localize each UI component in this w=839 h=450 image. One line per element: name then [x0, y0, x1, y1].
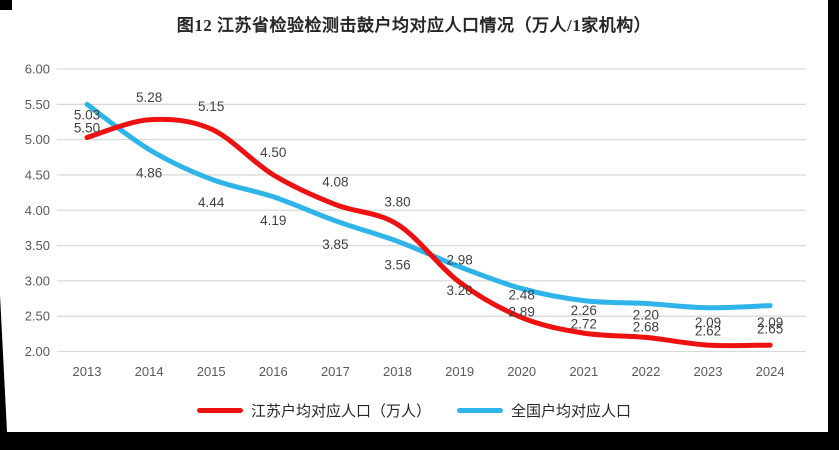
x-tick-label: 2015	[197, 364, 226, 379]
y-tick-label: 2.50	[25, 309, 50, 324]
data-label: 4.19	[260, 213, 286, 228]
legend-item: 全国户均对应人口	[457, 400, 631, 421]
gridlines	[57, 68, 806, 353]
data-label: 2.72	[571, 317, 597, 332]
data-label: 2.98	[446, 252, 472, 267]
y-tick-label: 6.00	[25, 62, 50, 77]
data-label: 4.86	[136, 166, 162, 181]
data-label: 2.09	[757, 315, 783, 330]
data-label: 4.44	[198, 195, 225, 210]
x-tick-label: 2017	[321, 364, 350, 379]
data-label: 2.65	[757, 322, 783, 337]
chart-legend: 江苏户均对应人口（万人） 全国户均对应人口	[0, 398, 828, 422]
legend-swatch	[457, 407, 503, 413]
chart-title: 图12 江苏省检验检测击鼓户均对应人口情况（万人/1家机构）	[176, 16, 652, 35]
legend-label: 全国户均对应人口	[511, 402, 632, 420]
data-label: 2.48	[509, 288, 535, 303]
data-label: 2.09	[695, 315, 721, 330]
data-labels: 5.03 5.28 5.15 4.50 4.08 3.80 2.98 2.48 2.26 2.20…	[74, 90, 783, 339]
data-label: 5.03	[74, 108, 100, 123]
data-label: 5.50	[74, 120, 100, 135]
data-label: 3.20	[446, 283, 472, 298]
frame-edge-bottom	[0, 432, 839, 450]
x-tick-label: 2022	[631, 364, 660, 379]
y-tick-label: 5.50	[25, 97, 50, 112]
data-label: 5.15	[198, 99, 224, 114]
data-label: 4.50	[260, 145, 286, 160]
x-tick-label: 2013	[73, 364, 102, 379]
x-tick-label: 2020	[507, 364, 536, 379]
series-line	[84, 101, 773, 311]
line-chart: 6.00 5.50 5.00 4.50 4.00 3.50 3.00 2.50 2.00 2013…	[25, 62, 806, 379]
frame-corner-topleft	[0, 0, 12, 10]
x-tick-label: 2019	[445, 364, 474, 379]
x-tick-label: 2018	[383, 364, 412, 379]
x-tick-label: 2024	[756, 364, 785, 379]
series-line	[84, 116, 773, 349]
legend-item: 江苏户均对应人口（万人）	[196, 400, 431, 421]
x-tick-label: 2016	[259, 364, 288, 379]
y-tick-label: 2.00	[25, 344, 50, 359]
data-label: 2.20	[633, 307, 659, 322]
frame-edge-right	[828, 0, 839, 450]
x-tick-label: 2023	[694, 364, 723, 379]
y-tick-label: 3.00	[25, 273, 50, 288]
legend-label: 江苏户均对应人口（万人）	[250, 402, 431, 420]
data-label: 2.89	[509, 305, 535, 320]
y-tick-label: 4.00	[25, 203, 50, 218]
legend-swatch	[196, 407, 243, 413]
y-tick-label: 4.50	[25, 167, 50, 182]
data-label: 2.68	[633, 319, 659, 334]
x-tick-label: 2014	[135, 364, 164, 379]
data-label: 5.28	[136, 90, 162, 105]
data-label: 3.80	[384, 194, 410, 209]
y-tick-label: 3.50	[25, 238, 50, 253]
x-axis-labels: 2013 2014 2015 2016 2017 2018 2019 2020 2021 2022…	[73, 364, 785, 379]
data-label: 3.56	[384, 257, 410, 272]
x-tick-label: 2021	[569, 364, 598, 379]
frame-edge-left	[0, 295, 7, 432]
y-axis-labels: 6.00 5.50 5.00 4.50 4.00 3.50 3.00 2.50 2.00	[25, 62, 50, 360]
data-label: 2.62	[695, 324, 721, 339]
data-label: 3.85	[322, 237, 348, 252]
data-label: 2.26	[571, 303, 597, 318]
data-label: 4.08	[322, 175, 348, 190]
y-tick-label: 5.00	[25, 132, 50, 147]
